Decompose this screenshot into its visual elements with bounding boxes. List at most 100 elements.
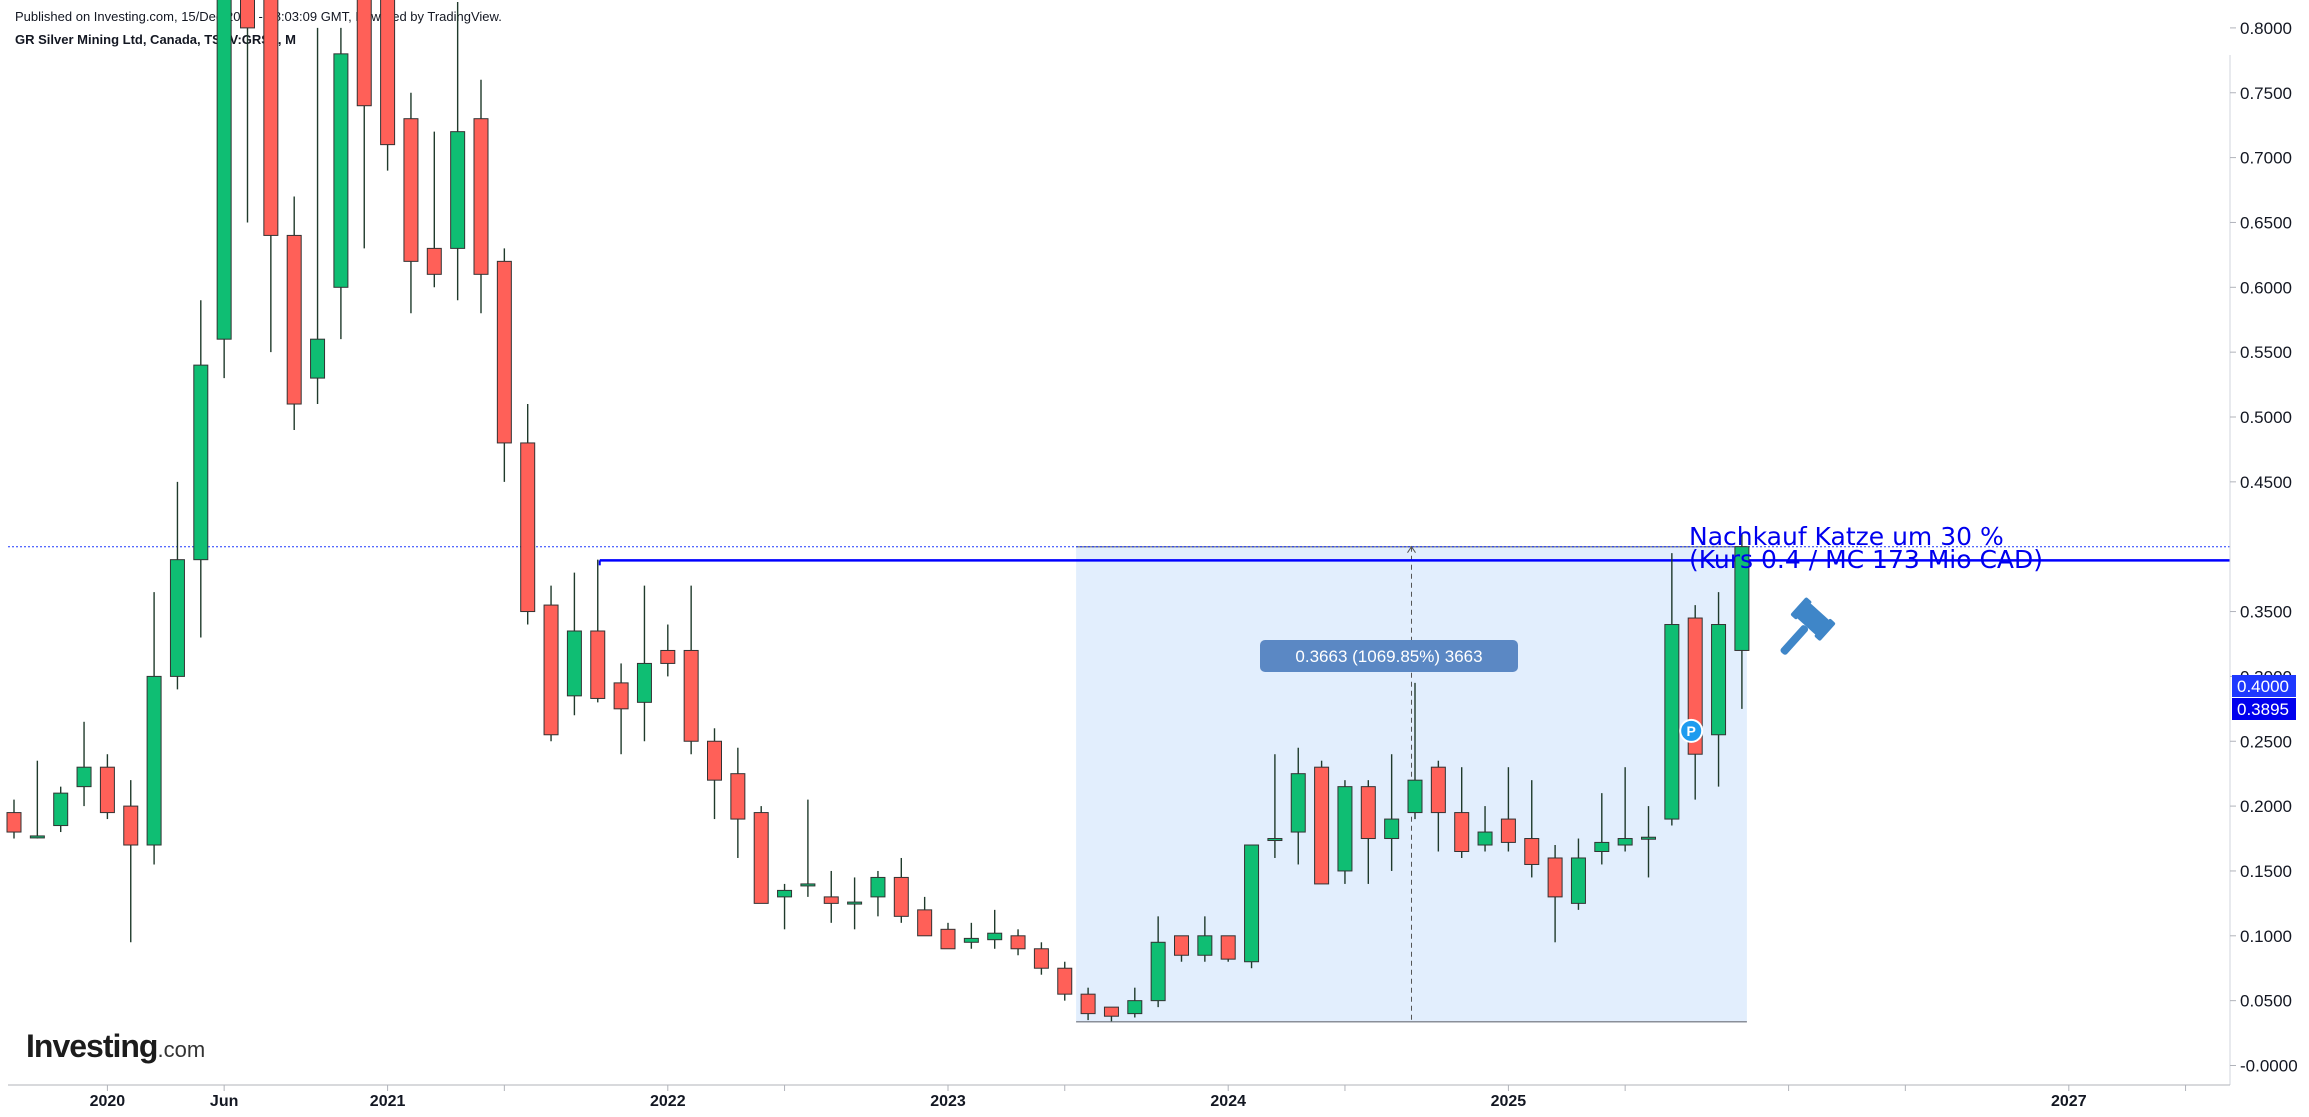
candle[interactable] bbox=[1454, 767, 1470, 858]
candle[interactable] bbox=[1360, 780, 1376, 884]
candle-body bbox=[730, 773, 746, 820]
candle[interactable] bbox=[847, 877, 863, 930]
candle[interactable] bbox=[1384, 754, 1400, 871]
candle[interactable] bbox=[917, 896, 933, 937]
candle[interactable] bbox=[1174, 935, 1189, 962]
candle[interactable] bbox=[29, 760, 45, 839]
candle-body bbox=[636, 662, 652, 703]
logo-main: Investing bbox=[26, 1028, 158, 1064]
candle[interactable] bbox=[403, 92, 419, 314]
candle[interactable] bbox=[566, 572, 582, 716]
candle[interactable] bbox=[1734, 533, 1750, 709]
candle[interactable] bbox=[823, 870, 839, 923]
svg-text:0.3895: 0.3895 bbox=[2237, 700, 2289, 719]
candle[interactable] bbox=[520, 404, 536, 625]
candle[interactable] bbox=[1080, 987, 1096, 1021]
candle-body bbox=[1454, 812, 1470, 852]
candle[interactable] bbox=[753, 806, 769, 904]
y-tick-label: 0.5500 bbox=[2240, 343, 2292, 362]
candle[interactable] bbox=[963, 922, 979, 949]
candle[interactable] bbox=[380, 0, 396, 171]
candle-body bbox=[99, 766, 115, 814]
candle[interactable] bbox=[543, 585, 559, 742]
candle[interactable] bbox=[940, 922, 956, 950]
candle[interactable] bbox=[1524, 780, 1540, 878]
candle[interactable] bbox=[426, 131, 442, 288]
candle[interactable] bbox=[683, 585, 699, 755]
candle[interactable] bbox=[1314, 760, 1330, 885]
candle[interactable] bbox=[53, 786, 69, 833]
candle[interactable] bbox=[1010, 929, 1026, 956]
candle[interactable] bbox=[169, 481, 185, 690]
candle[interactable] bbox=[1500, 767, 1516, 852]
candle[interactable] bbox=[263, 0, 279, 353]
candle[interactable] bbox=[99, 754, 115, 820]
candle[interactable] bbox=[987, 909, 1003, 949]
candle-body bbox=[1220, 935, 1236, 960]
candle[interactable] bbox=[1641, 806, 1656, 878]
candle[interactable] bbox=[800, 799, 816, 897]
candle[interactable] bbox=[870, 870, 886, 917]
candle[interactable] bbox=[636, 585, 652, 742]
candle[interactable] bbox=[730, 747, 746, 858]
candle[interactable] bbox=[496, 248, 512, 482]
candle[interactable] bbox=[1033, 942, 1049, 975]
candle[interactable] bbox=[6, 799, 22, 839]
candle[interactable] bbox=[1570, 838, 1586, 910]
candle[interactable] bbox=[1430, 760, 1446, 852]
y-tick-label: 0.8000 bbox=[2240, 19, 2292, 38]
candle[interactable] bbox=[216, 0, 232, 379]
candle[interactable] bbox=[613, 663, 629, 755]
candle[interactable] bbox=[1103, 1006, 1119, 1022]
candle[interactable] bbox=[286, 196, 302, 430]
measure-badge: 0.3663 (1069.85%) 3663 bbox=[1260, 640, 1518, 672]
candle-body bbox=[1594, 841, 1610, 852]
candle[interactable] bbox=[1197, 916, 1213, 962]
candle[interactable] bbox=[1337, 780, 1353, 884]
candle[interactable] bbox=[310, 27, 326, 405]
candle[interactable] bbox=[123, 780, 139, 943]
candle[interactable] bbox=[333, 27, 349, 340]
candle-body bbox=[1244, 844, 1260, 963]
candle[interactable] bbox=[450, 1, 466, 301]
candle[interactable] bbox=[1547, 845, 1563, 943]
candle[interactable] bbox=[146, 592, 162, 865]
candle[interactable] bbox=[1057, 961, 1073, 1001]
candle-body bbox=[1360, 786, 1376, 840]
candle-body bbox=[1197, 935, 1213, 956]
candle[interactable] bbox=[1617, 767, 1633, 852]
candle-body bbox=[1080, 993, 1096, 1015]
candle-body bbox=[707, 740, 722, 781]
candle-body bbox=[380, 0, 396, 146]
candle[interactable] bbox=[660, 624, 676, 677]
candle[interactable] bbox=[590, 559, 606, 703]
candle[interactable] bbox=[76, 721, 92, 807]
candle[interactable] bbox=[1290, 747, 1306, 865]
candle-body bbox=[1127, 1000, 1143, 1015]
candle[interactable] bbox=[1127, 987, 1143, 1018]
candle[interactable] bbox=[1220, 935, 1236, 962]
candle[interactable] bbox=[1150, 916, 1166, 1008]
candle[interactable] bbox=[1711, 592, 1727, 787]
candle[interactable] bbox=[707, 728, 722, 820]
y-tick-label: 0.0500 bbox=[2240, 992, 2292, 1011]
x-tick-label: 2023 bbox=[930, 1093, 966, 1110]
candle[interactable] bbox=[1407, 682, 1423, 820]
p-marker[interactable]: P bbox=[1679, 718, 1704, 743]
y-tick-label: 0.7000 bbox=[2240, 149, 2292, 168]
y-tick-label: 0.1500 bbox=[2240, 862, 2292, 881]
candle[interactable] bbox=[356, 0, 372, 249]
candle[interactable] bbox=[1477, 806, 1493, 852]
candle[interactable] bbox=[1244, 844, 1260, 969]
candle[interactable] bbox=[1267, 754, 1283, 858]
candle[interactable] bbox=[893, 857, 909, 923]
candle[interactable] bbox=[473, 79, 489, 314]
candle-body bbox=[1734, 546, 1750, 651]
candle[interactable] bbox=[777, 883, 793, 930]
candle-body bbox=[1617, 838, 1633, 846]
candle[interactable] bbox=[1594, 793, 1610, 865]
candle[interactable] bbox=[240, 0, 255, 223]
candle[interactable] bbox=[193, 300, 209, 638]
candle[interactable] bbox=[1664, 553, 1680, 826]
